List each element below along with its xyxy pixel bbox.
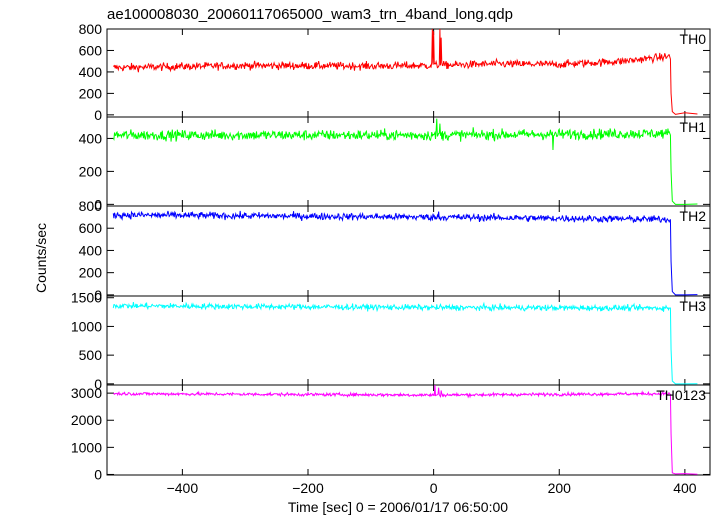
y-tick-label: 400	[79, 64, 103, 80]
panel-frame	[106, 28, 711, 118]
series-th1-line	[112, 118, 698, 205]
y-tick-label: 500	[79, 347, 103, 363]
y-tick-label: 0	[94, 376, 102, 392]
x-axis-label: Time [sec] 0 = 2006/01/17 06:50:00	[288, 499, 508, 515]
panel-name-label: TH0123	[656, 387, 706, 403]
y-tick-label: 800	[79, 198, 103, 214]
x-axis: −400 −200 0 200 400	[167, 480, 697, 496]
panel-name-label: TH0	[680, 31, 707, 47]
panel-th1: 0 200 400 TH1	[79, 116, 711, 212]
y-tick-label: 1500	[71, 290, 102, 306]
panel-frame	[106, 384, 711, 476]
y-tick-label: 800	[79, 21, 103, 37]
x-tick-label: 400	[673, 480, 697, 496]
panel-th2: 0 200 400 600 800 TH2	[79, 198, 711, 303]
y-tick-label: 1000	[71, 439, 102, 455]
x-tick-label: −200	[292, 480, 324, 496]
y-tick-label: 600	[79, 42, 103, 58]
panel-name-label: TH2	[680, 208, 707, 224]
y-tick-label: 400	[79, 130, 103, 146]
y-tick-label: 0	[94, 466, 102, 482]
chart-title: ae100008030_20060117065000_wam3_trn_4ban…	[107, 6, 513, 23]
panel-th3: 0 500 1000 1500 TH3	[71, 290, 711, 392]
panel-frame	[106, 295, 711, 386]
y-tick-label: 3000	[71, 385, 102, 401]
series-th3-line	[112, 301, 698, 385]
panel-name-label: TH3	[680, 298, 707, 314]
y-tick-label: 600	[79, 220, 103, 236]
y-tick-label: 2000	[71, 412, 102, 428]
y-tick-label: 0	[94, 287, 102, 303]
y-tick-label: 200	[79, 265, 103, 281]
panel-name-label: TH1	[680, 119, 707, 135]
y-axis-label: Counts/sec	[33, 223, 49, 293]
y-tick-label: 0	[94, 107, 102, 123]
panel-th0123: 0 1000 2000 3000 TH0123	[71, 384, 711, 482]
y-tick-label: 1000	[71, 318, 102, 334]
x-tick-label: 0	[430, 480, 438, 496]
y-tick-label: 200	[79, 85, 103, 101]
y-tick-label: 200	[79, 163, 103, 179]
panel-th0: 0 200 400 600 800 TH0	[79, 21, 711, 123]
series-th2-line	[112, 210, 698, 296]
y-tick-label: 0	[94, 196, 102, 212]
series-th0-line	[112, 28, 698, 115]
x-tick-label: 200	[548, 480, 572, 496]
x-tick-label: −400	[167, 480, 199, 496]
panel-frame	[106, 116, 711, 207]
series-th0123-line	[113, 384, 698, 475]
y-tick-label: 400	[79, 242, 103, 258]
